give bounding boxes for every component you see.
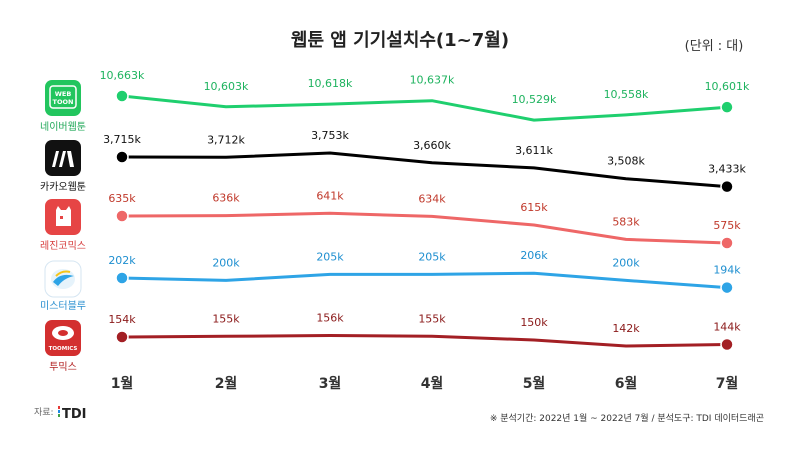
svg-text:TOOMICS: TOOMICS [49, 346, 78, 352]
x-tick-label: 6월 [615, 375, 638, 392]
unit-note: (단위 : 대) [685, 39, 744, 54]
data-label: 3,660k [413, 139, 451, 152]
webtoon-logo-icon [45, 80, 81, 116]
x-tick-label: 3월 [319, 375, 342, 392]
legend-webtoon: WEB TOON 네이버웹툰 [40, 80, 86, 133]
data-label: 634k [418, 192, 446, 205]
data-label: 10,601k [705, 80, 750, 93]
data-label: 205k [316, 250, 344, 263]
legend-label-lezhin: 레진코믹스 [40, 240, 86, 252]
data-label: 3,753k [311, 129, 349, 142]
data-point [115, 271, 129, 285]
x-axis: 1월 2월 3월 4월 5월 6월 7월 [111, 375, 739, 392]
data-point [720, 100, 734, 114]
legend-lezhin: 레진코믹스 [40, 199, 86, 252]
svg-text:TOON: TOON [53, 98, 74, 106]
source-label: 자료: [34, 407, 54, 418]
data-label: 155k [212, 312, 240, 325]
series-line [121, 211, 728, 245]
x-tick-label: 5월 [523, 375, 546, 392]
data-label: 150k [520, 316, 548, 329]
data-label: 3,712k [207, 133, 245, 146]
data-point [115, 150, 129, 164]
data-label: 205k [418, 250, 446, 263]
data-label: 202k [108, 254, 136, 267]
data-label: 155k [418, 312, 446, 325]
data-label: 194k [713, 264, 741, 277]
data-label: 635k [108, 192, 136, 205]
data-label: 10,637k [410, 74, 455, 87]
legend-label-kakao: 카카오웹툰 [40, 181, 86, 193]
legend-label-mrblue: 미스터블루 [40, 300, 86, 312]
series-line [121, 151, 728, 189]
data-point [720, 236, 734, 250]
data-point [115, 89, 129, 103]
data-label: 575k [713, 219, 741, 232]
series-3: 635k 636k 641k 634k 615k 583k 575k [108, 189, 741, 250]
data-point [720, 179, 734, 194]
series-line [121, 334, 728, 348]
data-label: 615k [520, 201, 548, 214]
data-label: 10,618k [308, 77, 353, 90]
data-label: 3,433k [708, 163, 746, 176]
data-label: 641k [316, 189, 344, 202]
data-label: 154k [108, 313, 136, 326]
legend-label-toomics: 투믹스 [49, 361, 77, 373]
data-label: 200k [612, 256, 640, 269]
data-label: 142k [612, 322, 640, 335]
legend-kakao: 카카오웹툰 [40, 140, 86, 193]
data-label: 3,611k [515, 144, 553, 157]
series-4: 202k 200k 205k 205k 206k 200k 194k [108, 249, 741, 295]
data-point [115, 209, 129, 223]
data-point [115, 330, 129, 344]
data-label: 3,715k [103, 133, 141, 146]
data-label: 200k [212, 256, 240, 269]
x-tick-label: 2월 [215, 375, 238, 392]
data-label: 10,529k [512, 93, 557, 106]
series-1: 10,663k 10,603k 10,618k 10,637k 10,529k 10,55… [100, 69, 750, 122]
data-label: 10,663k [100, 69, 145, 82]
data-label: 156k [316, 312, 344, 325]
svg-text:WEB: WEB [55, 90, 72, 98]
x-tick-label: 4월 [421, 375, 444, 392]
data-label: 583k [612, 215, 640, 228]
series-5: 154k 155k 156k 155k 150k 142k 144k [108, 312, 741, 352]
series-line [121, 271, 728, 290]
series-line [121, 94, 728, 122]
data-label: 3,508k [607, 155, 645, 168]
legend-label-webtoon: 네이버웹툰 [40, 121, 86, 133]
tdi-logo-icon: TDI [58, 406, 87, 422]
x-tick-label: 7월 [716, 375, 739, 392]
legend-mrblue: 미스터블루 [40, 260, 86, 312]
data-label: 144k [713, 321, 741, 334]
legend-toomics: TOOMICS 투믹스 [45, 320, 81, 373]
tdi-logo-text: TDI [62, 407, 87, 422]
data-point [720, 337, 734, 352]
data-label: 10,603k [204, 80, 249, 93]
chart-title: 웹툰 앱 기기설치수(1~7월) [291, 30, 509, 51]
series-2: 3,715k 3,712k 3,753k 3,660k 3,611k 3,508k 3,43… [103, 129, 747, 194]
data-label: 10,558k [604, 88, 649, 101]
footer-note: ※ 분석기간: 2022년 1월 ~ 2022년 7월 / 분석도구: TDI … [490, 412, 764, 424]
x-tick-label: 1월 [111, 375, 134, 392]
data-label: 206k [520, 249, 548, 262]
data-point [720, 280, 734, 295]
plot-area: 10,663k 10,603k 10,618k 10,637k 10,529k 10,55… [100, 69, 750, 352]
data-label: 636k [212, 192, 240, 205]
